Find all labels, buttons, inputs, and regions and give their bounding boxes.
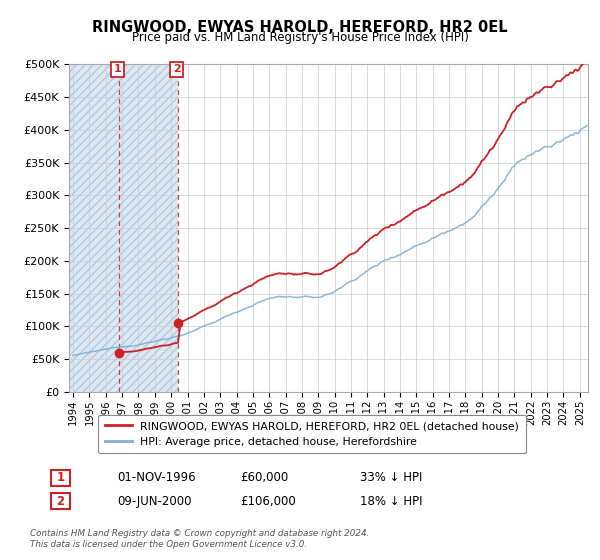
Text: £106,000: £106,000 [240, 494, 296, 508]
Text: 01-NOV-1996: 01-NOV-1996 [117, 471, 196, 484]
Text: 1: 1 [114, 64, 122, 74]
Bar [119, 64, 178, 392]
Text: Contains HM Land Registry data © Crown copyright and database right 2024.
This d: Contains HM Land Registry data © Crown c… [30, 529, 370, 549]
Text: Price paid vs. HM Land Registry's House Price Index (HPI): Price paid vs. HM Land Registry's House … [131, 31, 469, 44]
Text: 2: 2 [56, 494, 65, 508]
Text: 09-JUN-2000: 09-JUN-2000 [117, 494, 191, 508]
FancyBboxPatch shape [51, 493, 70, 509]
Legend: RINGWOOD, EWYAS HAROLD, HEREFORD, HR2 0EL (detached house), HPI: Average price, : RINGWOOD, EWYAS HAROLD, HEREFORD, HR2 0E… [98, 415, 526, 453]
Text: 1: 1 [56, 471, 65, 484]
Bar [69, 64, 119, 392]
Text: £60,000: £60,000 [240, 471, 288, 484]
Text: 2: 2 [173, 64, 181, 74]
Text: 33% ↓ HPI: 33% ↓ HPI [360, 471, 422, 484]
Text: RINGWOOD, EWYAS HAROLD, HEREFORD, HR2 0EL: RINGWOOD, EWYAS HAROLD, HEREFORD, HR2 0E… [92, 20, 508, 35]
Text: 18% ↓ HPI: 18% ↓ HPI [360, 494, 422, 508]
FancyBboxPatch shape [51, 470, 70, 486]
